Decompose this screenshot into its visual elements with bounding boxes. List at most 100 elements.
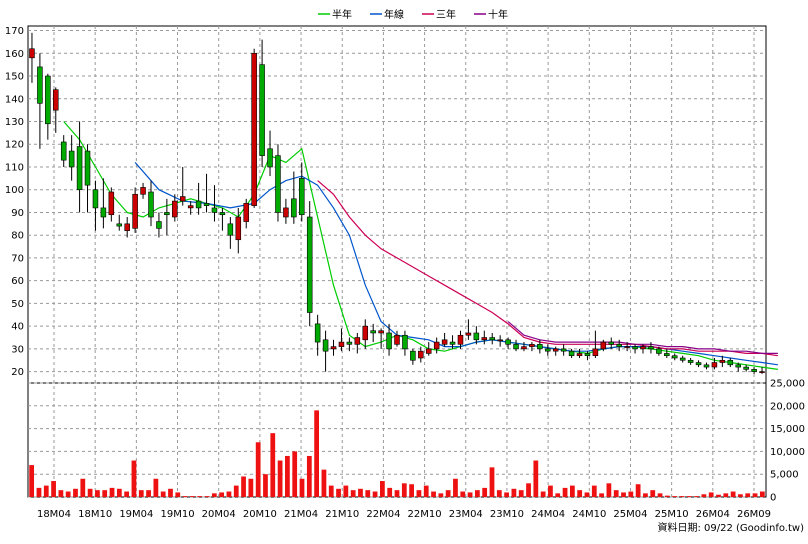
- candle-body: [251, 52, 257, 206]
- volume-bar: [599, 493, 604, 497]
- x-tick-label: 18M10: [78, 509, 112, 520]
- candle-body: [521, 346, 527, 350]
- volume-bar: [401, 483, 407, 497]
- candle-body: [362, 325, 369, 341]
- volume-bar: [628, 491, 634, 497]
- candle-body: [203, 203, 210, 206]
- x-tick-label: 21M10: [325, 509, 359, 520]
- candle-body: [513, 344, 519, 350]
- candle-body: [227, 223, 234, 236]
- candle-body: [76, 146, 83, 191]
- ma-line-三年: [317, 180, 778, 357]
- candle-body: [624, 346, 630, 348]
- volume-bar: [694, 496, 699, 497]
- candle-body: [92, 189, 99, 209]
- candle-body: [497, 339, 503, 342]
- candle-body: [187, 205, 194, 209]
- volume-bar: [95, 490, 100, 497]
- candle-body: [465, 332, 472, 336]
- volume-tick-label: 10,000: [770, 447, 805, 458]
- candle-body: [505, 339, 511, 345]
- volume-bar: [438, 493, 444, 497]
- candle-body: [552, 348, 559, 352]
- price-tick-label: 90: [11, 208, 24, 219]
- candle-body: [425, 348, 432, 354]
- volume-bar: [708, 492, 714, 497]
- volume-bar: [175, 492, 181, 497]
- candle-body: [283, 207, 289, 218]
- volume-bar: [314, 410, 320, 497]
- volume-bar: [759, 491, 765, 497]
- volume-bar: [621, 492, 626, 497]
- price-tick-label: 120: [5, 140, 24, 151]
- volume-panel: [27, 382, 767, 498]
- volume-bar: [73, 488, 78, 497]
- candle-body: [354, 337, 361, 345]
- volume-tick-label: 25,000: [770, 379, 805, 390]
- candle-body: [632, 346, 638, 350]
- x-tick-label: 18M04: [37, 509, 71, 520]
- candle-body: [719, 359, 726, 363]
- volume-tick-label: 5,000: [770, 470, 799, 481]
- volume-bar: [263, 474, 268, 497]
- volume-bar: [109, 487, 115, 497]
- volume-bar: [270, 433, 276, 497]
- volume-bar: [36, 487, 42, 497]
- candle-body: [616, 344, 622, 347]
- volume-bar: [204, 496, 210, 497]
- volume-bar: [255, 442, 261, 497]
- candle-body: [179, 196, 186, 202]
- volume-bar: [153, 478, 159, 497]
- price-tick-label: 150: [5, 72, 24, 83]
- volume-bar: [285, 455, 290, 497]
- volume-bar: [65, 491, 71, 497]
- volume-bar: [569, 485, 575, 497]
- candle-body: [37, 66, 43, 104]
- x-tick-label: 25M04: [613, 509, 647, 520]
- volume-bar: [277, 460, 283, 497]
- volume-bar: [299, 478, 305, 497]
- volume-bar: [445, 490, 451, 497]
- volume-bar: [80, 478, 86, 497]
- candle-body: [473, 332, 480, 341]
- volume-bar: [380, 481, 385, 497]
- candle-body: [529, 344, 535, 347]
- volume-bar: [533, 460, 539, 497]
- price-tick-label: 60: [11, 276, 24, 287]
- volume-tick-label: 20,000: [770, 401, 805, 412]
- volume-bar: [423, 485, 429, 497]
- volume-bar: [306, 455, 312, 497]
- price-tick-label: 140: [5, 94, 24, 105]
- volume-bar: [43, 485, 49, 497]
- volume-bar: [555, 493, 561, 497]
- candle-body: [330, 346, 337, 350]
- volume-bar: [467, 492, 473, 497]
- candle-body: [275, 155, 281, 213]
- volume-bar: [562, 487, 568, 497]
- candle-body: [600, 341, 607, 350]
- x-tick-label: 22M10: [408, 509, 442, 520]
- volume-bar: [745, 493, 751, 497]
- candle-body: [299, 178, 305, 216]
- candle-body: [378, 330, 384, 334]
- candle-body: [711, 362, 718, 368]
- x-tick-label: 20M04: [202, 509, 236, 520]
- candle-body: [291, 198, 297, 218]
- candle-body: [537, 344, 543, 350]
- candle-body: [489, 337, 495, 341]
- price-tick-label: 50: [11, 299, 24, 310]
- volume-bar: [752, 493, 758, 497]
- legend-label: 半年: [332, 8, 352, 21]
- candle-body: [481, 337, 488, 341]
- volume-bar: [526, 483, 531, 497]
- candle-body: [743, 366, 749, 370]
- volume-bar: [58, 490, 64, 497]
- volume-bar: [124, 491, 130, 497]
- volume-bar: [102, 490, 108, 497]
- volume-bar: [409, 484, 414, 497]
- candle-body: [140, 187, 146, 195]
- volume-bar: [168, 488, 173, 497]
- candle-body: [235, 216, 242, 241]
- volume-bar: [51, 481, 56, 497]
- volume-bar: [87, 488, 93, 497]
